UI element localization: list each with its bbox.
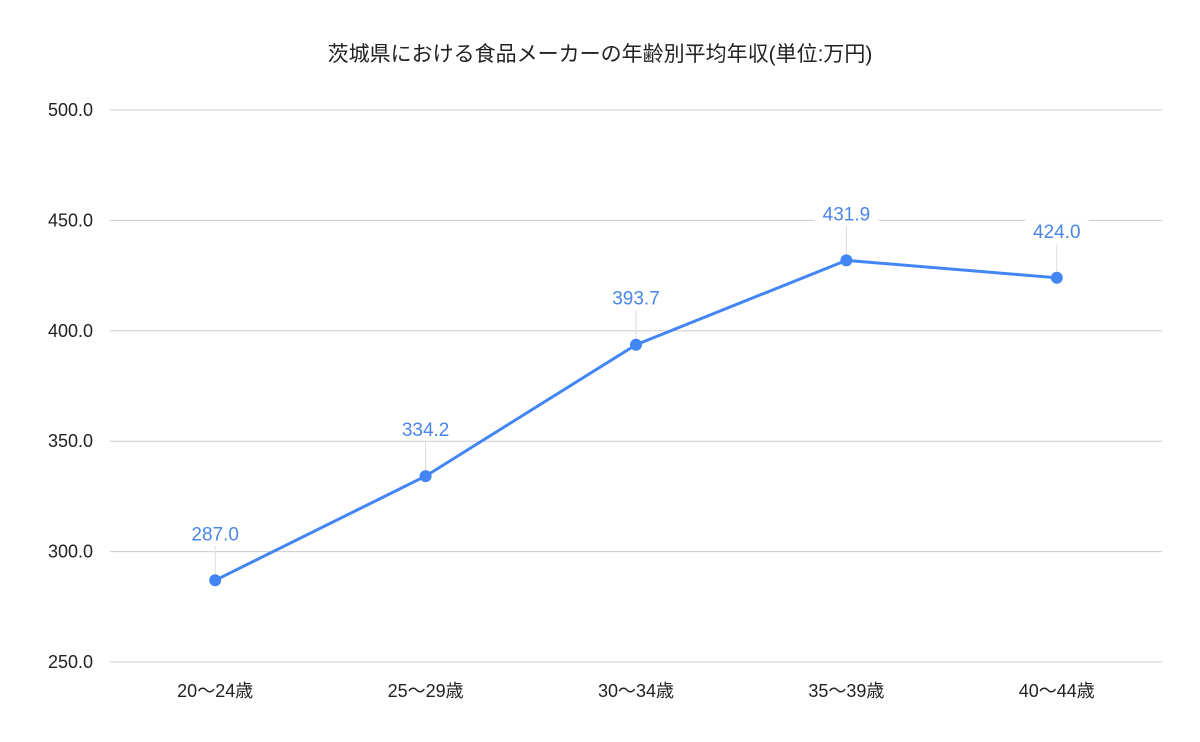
y-axis: 250.0 300.0 350.0 400.0 450.0 500.0 bbox=[48, 100, 93, 672]
y-tick-label: 450.0 bbox=[48, 210, 93, 230]
data-label: 431.9 bbox=[823, 204, 871, 225]
y-tick-label: 250.0 bbox=[48, 652, 93, 672]
data-series bbox=[209, 254, 1063, 587]
data-labels: 287.0 334.2 393.7 431.9 424.0 bbox=[183, 202, 1089, 545]
data-point bbox=[209, 574, 222, 587]
data-label: 393.7 bbox=[612, 289, 660, 310]
data-label-bg bbox=[604, 286, 668, 309]
y-tick-label: 400.0 bbox=[48, 321, 93, 341]
data-point bbox=[630, 338, 642, 351]
x-axis: 20～24歳 25～29歳 30～34歳 35～39歳 40～44歳 bbox=[177, 681, 1095, 701]
x-tick-label: 40～44歳 bbox=[1019, 681, 1095, 701]
chart-title: 茨城県における食品メーカーの年齢別平均年収(単位:万円) bbox=[327, 43, 873, 66]
y-tick-label: 350.0 bbox=[48, 431, 93, 451]
data-point bbox=[419, 470, 432, 483]
data-label-bg bbox=[183, 522, 248, 545]
x-tick-label: 25～29歳 bbox=[388, 681, 464, 701]
x-tick-label: 30～34歳 bbox=[598, 681, 674, 701]
y-tick-label: 500.0 bbox=[48, 100, 93, 120]
data-point bbox=[1050, 271, 1063, 284]
data-label-bg bbox=[814, 202, 879, 225]
data-label-bg bbox=[1024, 219, 1089, 242]
data-label-leaders bbox=[214, 226, 1058, 575]
x-tick-label: 35～39歳 bbox=[808, 681, 884, 701]
gridlines bbox=[110, 109, 1162, 663]
data-label: 287.0 bbox=[191, 524, 239, 545]
x-tick-label: 20～24歳 bbox=[177, 681, 253, 701]
data-label-bg bbox=[393, 418, 458, 441]
y-tick-label: 300.0 bbox=[48, 542, 93, 562]
data-label: 424.0 bbox=[1033, 222, 1081, 243]
data-label: 334.2 bbox=[402, 420, 450, 441]
data-point bbox=[840, 254, 853, 267]
